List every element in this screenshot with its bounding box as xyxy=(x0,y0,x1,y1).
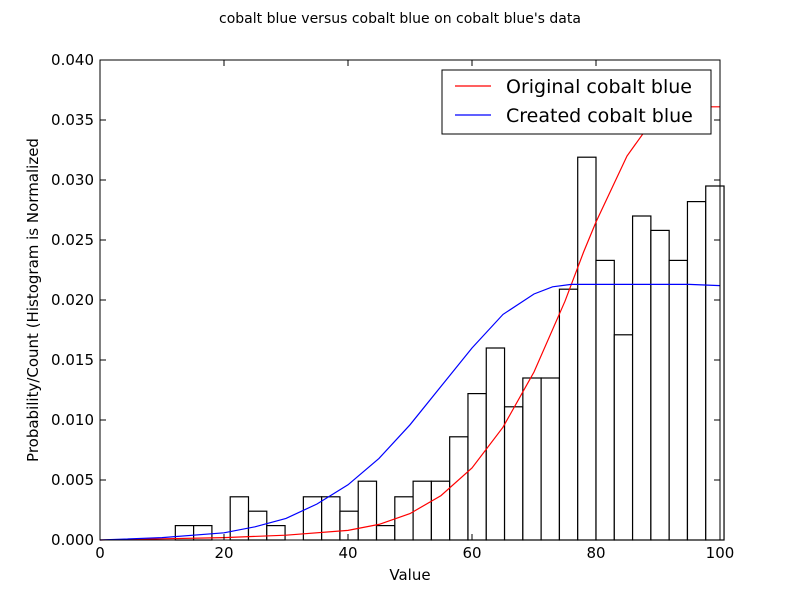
legend-label-created: Created cobalt blue xyxy=(506,105,693,127)
y-tick-label: 0.020 xyxy=(51,291,94,309)
histogram-bar-18 xyxy=(540,377,561,541)
y-tick-label: 0.010 xyxy=(51,411,94,429)
histogram-bar-20 xyxy=(577,156,597,541)
x-tick-label: 60 xyxy=(462,544,481,562)
x-axis-ticks: 0 20 40 60 80 100 xyxy=(95,60,734,562)
histogram-bar-19 xyxy=(558,288,579,541)
histogram-bar-6 xyxy=(321,496,341,541)
histogram-bar-17 xyxy=(522,377,542,541)
histogram-bar-25 xyxy=(668,259,689,541)
chart-title: cobalt blue versus cobalt blue on cobalt… xyxy=(219,11,581,27)
x-tick-label: 40 xyxy=(338,544,357,562)
histogram-bar-14 xyxy=(467,393,487,541)
y-tick-label: 0.030 xyxy=(51,171,94,189)
histogram-bar-26 xyxy=(686,201,707,541)
histogram-bar-24 xyxy=(650,229,670,541)
histogram-bar-7 xyxy=(339,510,359,541)
y-tick-label: 0.040 xyxy=(51,51,94,69)
x-tick-label: 80 xyxy=(586,544,605,562)
y-tick-label: 0.000 xyxy=(51,531,94,549)
y-tick-label: 0.005 xyxy=(51,471,94,489)
histogram-bar-13 xyxy=(449,436,469,541)
histogram-bar-23 xyxy=(631,215,652,541)
x-tick-label: 20 xyxy=(214,544,233,562)
legend-label-original: Original cobalt blue xyxy=(506,76,692,98)
legend: Original cobalt blue Created cobalt blue xyxy=(441,69,712,135)
histogram-bar-2 xyxy=(229,496,250,541)
histogram-bar-15 xyxy=(485,347,506,541)
histogram-bar-16 xyxy=(503,406,524,541)
histogram-bar-21 xyxy=(595,259,615,541)
y-tick-label: 0.035 xyxy=(51,111,94,129)
histogram-bar-8 xyxy=(357,480,378,541)
y-tick-label: 0.025 xyxy=(51,231,94,249)
x-tick-label: 100 xyxy=(706,544,735,562)
histogram-bars xyxy=(174,156,725,541)
histogram-bar-9 xyxy=(375,524,396,541)
x-axis-label: Value xyxy=(389,566,430,584)
y-axis-ticks: 0.000 0.005 0.010 0.015 0.020 0.025 0.030 0.035… xyxy=(51,51,720,549)
histogram-bar-27 xyxy=(705,185,725,541)
series-line-1 xyxy=(99,283,721,541)
y-axis-label: Probability/Count (Histogram is Normaliz… xyxy=(24,138,42,462)
y-tick-label: 0.015 xyxy=(51,351,94,369)
legend-box xyxy=(441,69,712,135)
histogram-bar-22 xyxy=(613,334,634,541)
x-tick-label: 0 xyxy=(95,544,105,562)
histogram-bar-4 xyxy=(266,524,286,541)
